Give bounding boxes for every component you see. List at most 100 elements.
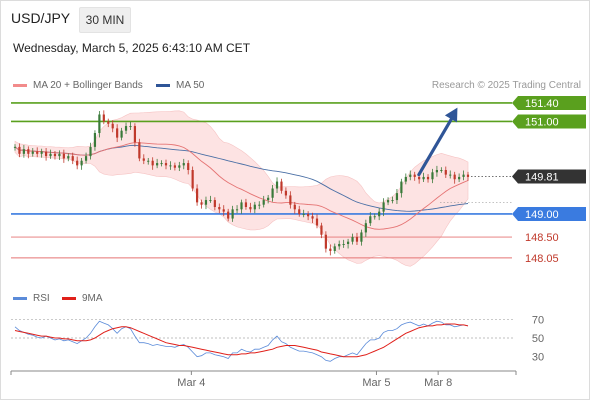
- legend-rsi-label: RSI: [33, 293, 50, 304]
- rsi-tick-70: 70: [532, 314, 544, 326]
- candle-body: [227, 211, 230, 219]
- candle-body: [382, 202, 385, 212]
- candle-body: [400, 181, 403, 194]
- candle-body: [116, 128, 119, 138]
- level-label-bg-149-00: [512, 206, 586, 221]
- candle-body: [49, 153, 52, 157]
- candle-body: [315, 218, 319, 226]
- candle-body: [71, 156, 74, 161]
- candle-body: [435, 170, 439, 173]
- level-label-151-40: 151.40: [525, 98, 559, 110]
- candle-body: [444, 170, 447, 175]
- level-label-bg-151-00: [512, 114, 586, 129]
- candle-body: [76, 160, 79, 166]
- legend-ma50-swatch: [156, 84, 170, 87]
- candle-body: [204, 200, 208, 205]
- candle-body: [173, 165, 176, 168]
- candle-body: [298, 209, 301, 214]
- candle-body: [378, 211, 381, 217]
- x-tick-label: Mar 8: [424, 377, 452, 389]
- timeframe-button[interactable]: 30 MIN: [79, 7, 131, 33]
- candle-body: [258, 204, 261, 206]
- candle-body: [178, 165, 181, 168]
- research-credit: Research © 2025 Trading Central: [431, 80, 581, 91]
- candle-body: [62, 153, 65, 159]
- level-label-151-00: 151.00: [525, 116, 559, 128]
- x-tick-label: Mar 5: [362, 377, 390, 389]
- candle-body: [466, 174, 470, 177]
- legend-9ma-label: 9MA: [82, 293, 103, 304]
- candle-body: [200, 202, 203, 205]
- candle-body: [138, 142, 141, 159]
- candle-body: [320, 225, 323, 235]
- candle-body: [391, 200, 394, 202]
- candle-body: [187, 163, 190, 170]
- candle-body: [129, 126, 132, 128]
- candle-body: [22, 149, 25, 154]
- candle-body: [462, 174, 465, 177]
- candle-body: [267, 197, 270, 201]
- legend-ma20-label: MA 20 + Bollinger Bands: [33, 80, 143, 91]
- candle-body: [293, 204, 296, 210]
- candle-body: [164, 163, 168, 166]
- candle-body: [120, 130, 123, 138]
- legend-ma20-swatch: [13, 84, 27, 87]
- candle-body: [302, 213, 305, 215]
- candle-body: [142, 158, 145, 161]
- candle-body: [147, 160, 150, 162]
- candle-body: [27, 149, 30, 154]
- rsi-line: [14, 320, 469, 362]
- candle-body: [280, 181, 283, 191]
- candle-body: [182, 163, 185, 166]
- timestamp: Wednesday, March 5, 2025 6:43:10 AM CET: [13, 41, 251, 55]
- candle-body: [413, 174, 416, 177]
- legend-ma50: MA 50: [156, 80, 204, 91]
- candle-body: [13, 146, 17, 148]
- candle-body: [346, 241, 350, 244]
- rsi-tick-50: 50: [532, 333, 544, 345]
- candle-body: [262, 200, 265, 205]
- candle-body: [431, 172, 434, 180]
- candle-body: [449, 174, 452, 176]
- legend-9ma-swatch: [62, 297, 76, 300]
- candle-body: [84, 156, 88, 161]
- candle-body: [253, 204, 256, 210]
- candle-body: [307, 213, 310, 217]
- candle-body: [440, 170, 443, 171]
- candle-body: [458, 176, 461, 180]
- legend-ma20-bollinger: MA 20 + Bollinger Bands: [13, 80, 143, 91]
- candle-body: [40, 151, 43, 154]
- level-label-149-00: 149.00: [525, 209, 559, 221]
- candle-body: [36, 151, 39, 154]
- candle-body: [80, 160, 83, 166]
- candle-body: [369, 216, 372, 224]
- candle-body: [333, 246, 336, 251]
- candle-body: [364, 223, 367, 233]
- candle-body: [289, 195, 292, 205]
- candle-body: [271, 188, 274, 198]
- candle-body: [453, 174, 456, 180]
- candle-body: [53, 153, 57, 157]
- candle-body: [284, 190, 288, 196]
- candle-body: [418, 176, 421, 180]
- candle-body: [422, 176, 425, 180]
- candle-body: [160, 163, 163, 165]
- level-label-148-50: 148.50: [525, 232, 559, 244]
- candle-body: [329, 248, 332, 251]
- candle-body: [133, 126, 137, 143]
- candle-body: [373, 216, 376, 218]
- candle-body: [102, 114, 105, 122]
- candle-body: [195, 188, 199, 203]
- legend-rsi: RSI: [13, 293, 50, 304]
- candle-body: [355, 237, 359, 242]
- candle-body: [222, 209, 225, 212]
- candle-body: [240, 202, 243, 210]
- candle-body: [67, 156, 70, 159]
- candle-body: [395, 193, 399, 201]
- candle-body: [244, 202, 248, 207]
- rsi-tick-30: 30: [532, 352, 544, 364]
- candle-body: [98, 114, 101, 133]
- candle-body: [124, 126, 128, 131]
- candle-body: [31, 151, 34, 154]
- candle-body: [111, 123, 114, 129]
